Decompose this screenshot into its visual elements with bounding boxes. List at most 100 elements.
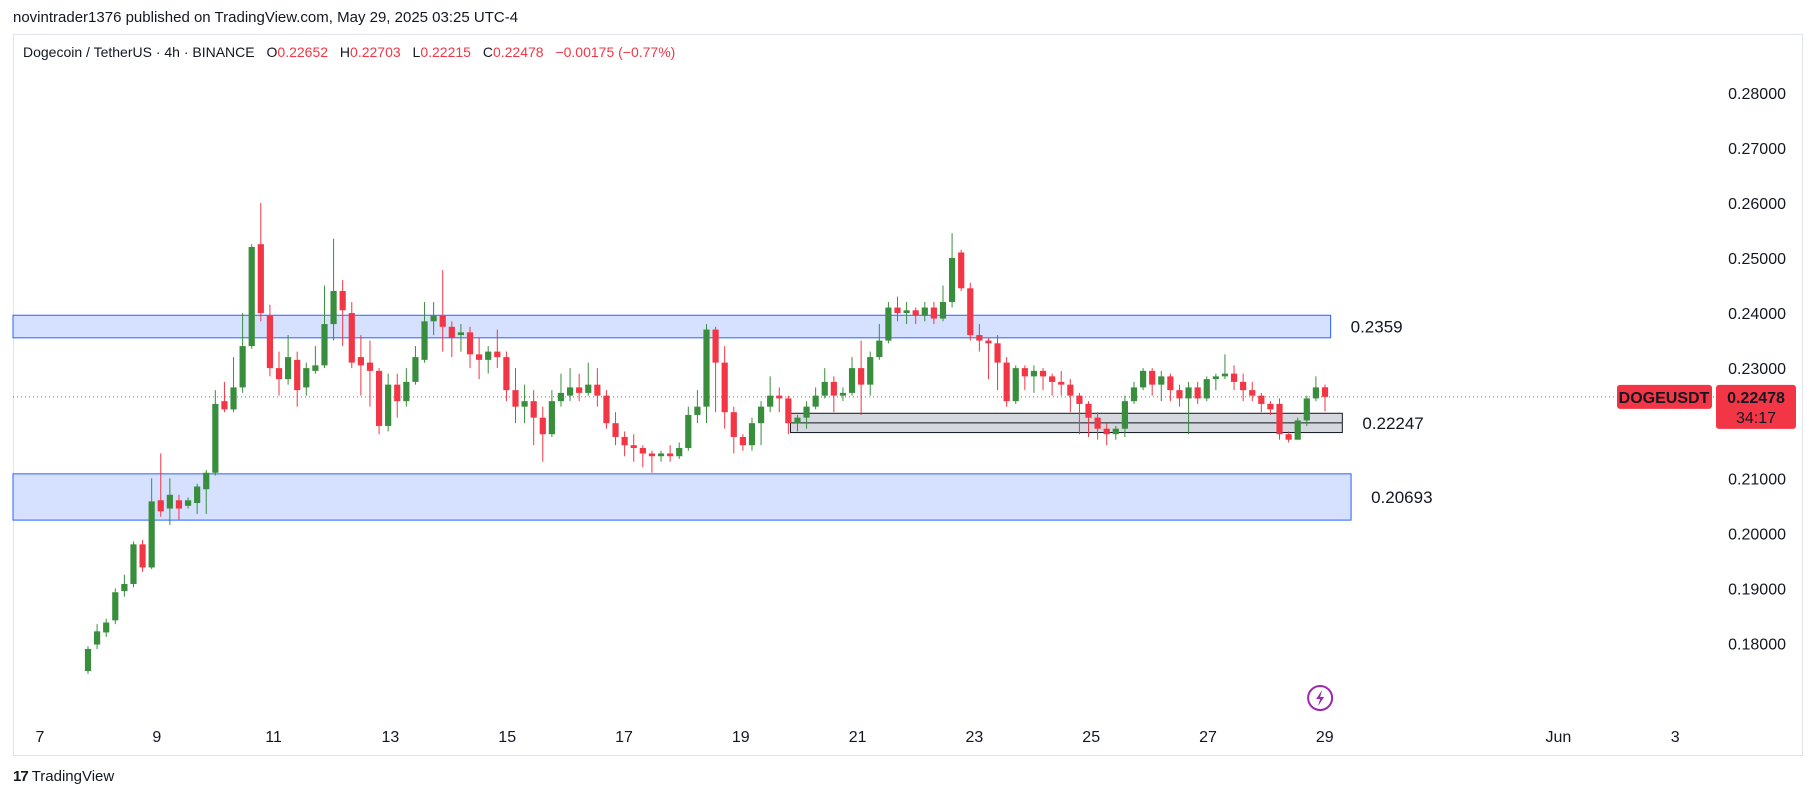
candle-body[interactable] (1030, 370, 1038, 377)
candle-body[interactable] (121, 583, 128, 592)
candle-body[interactable] (494, 351, 501, 358)
candle-body[interactable] (1112, 428, 1119, 435)
candle-body[interactable] (439, 315, 446, 327)
candle-body[interactable] (1049, 376, 1056, 382)
candle-body[interactable] (1139, 370, 1147, 388)
candle-body[interactable] (339, 291, 346, 311)
candle-body[interactable] (1312, 387, 1319, 399)
candle-body[interactable] (139, 544, 146, 568)
candle-body[interactable] (348, 313, 355, 363)
candle-body[interactable] (903, 310, 910, 314)
candle-body[interactable] (385, 384, 392, 426)
candle-body[interactable] (548, 401, 555, 435)
candle-body[interactable] (876, 340, 883, 358)
candle-body[interactable] (958, 252, 965, 289)
zone-box[interactable] (12, 473, 1352, 521)
candle-body[interactable] (748, 423, 756, 446)
candle-body[interactable] (1294, 420, 1301, 440)
candle-body[interactable] (266, 315, 274, 369)
candle-body[interactable] (1076, 395, 1083, 404)
candle-body[interactable] (466, 332, 474, 355)
candle-body[interactable] (294, 359, 301, 391)
candle-body[interactable] (175, 500, 183, 509)
candle-body[interactable] (994, 343, 1001, 363)
candle-body[interactable] (812, 395, 819, 407)
candle-body[interactable] (194, 486, 201, 504)
candle-body[interactable] (1267, 403, 1274, 410)
candle-body[interactable] (921, 307, 928, 316)
candle-body[interactable] (203, 472, 210, 490)
candle-body[interactable] (630, 445, 637, 448)
candle-body[interactable] (1194, 387, 1201, 399)
candle-body[interactable] (1249, 390, 1256, 396)
candle-body[interactable] (594, 384, 601, 396)
candle-body[interactable] (930, 307, 937, 319)
candle-body[interactable] (767, 395, 774, 407)
candle-body[interactable] (184, 500, 192, 506)
candle-body[interactable] (1230, 373, 1238, 382)
candle-body[interactable] (1240, 381, 1247, 391)
candle-body[interactable] (166, 494, 173, 509)
symbol-title[interactable]: Dogecoin / TetherUS · 4h · BINANCE (23, 44, 255, 60)
candle-body[interactable] (757, 406, 765, 424)
candle-body[interactable] (448, 326, 455, 338)
candle-body[interactable] (739, 436, 746, 446)
candle-body[interactable] (1094, 417, 1101, 429)
candle-body[interactable] (1158, 376, 1165, 385)
candle-body[interactable] (476, 354, 483, 360)
candle-body[interactable] (530, 401, 537, 418)
tradingview-brand[interactable]: 17 TradingView (13, 768, 114, 785)
candle-body[interactable] (621, 436, 628, 446)
candle-body[interactable] (1067, 384, 1074, 396)
candle-body[interactable] (1203, 379, 1210, 399)
candle-body[interactable] (503, 357, 510, 391)
candle-body[interactable] (967, 288, 974, 336)
candle-body[interactable] (639, 447, 646, 454)
candle-body[interactable] (667, 453, 674, 457)
candle-body[interactable] (1121, 401, 1128, 429)
candle-body[interactable] (912, 310, 919, 316)
candle-body[interactable] (130, 544, 137, 584)
candle-body[interactable] (1276, 403, 1283, 435)
zone-box[interactable] (12, 314, 1332, 339)
candle-body[interactable] (1012, 368, 1019, 402)
candle-body[interactable] (539, 417, 546, 435)
candle-body[interactable] (357, 357, 364, 366)
candle-body[interactable] (712, 329, 719, 363)
candle-body[interactable] (803, 406, 810, 418)
candle-body[interactable] (830, 381, 837, 396)
candle-body[interactable] (521, 401, 528, 407)
candle-body[interactable] (312, 365, 319, 371)
candle-body[interactable] (703, 329, 710, 407)
candle-body[interactable] (366, 362, 374, 371)
candle-body[interactable] (894, 307, 901, 314)
candle-body[interactable] (457, 332, 465, 336)
candle-body[interactable] (1185, 387, 1192, 399)
candle-body[interactable] (112, 592, 119, 621)
candle-body[interactable] (1221, 373, 1229, 377)
candle-body[interactable] (612, 423, 619, 437)
candle-body[interactable] (1303, 398, 1310, 421)
candle-body[interactable] (576, 387, 583, 393)
candle-body[interactable] (676, 447, 683, 457)
candle-body[interactable] (858, 368, 865, 385)
candle-body[interactable] (248, 246, 255, 347)
candle-body[interactable] (648, 453, 656, 457)
candle-body[interactable] (1103, 428, 1110, 435)
candle-body[interactable] (375, 370, 383, 426)
candle-body[interactable] (794, 417, 801, 424)
candle-body[interactable] (721, 362, 728, 413)
candle-body[interactable] (84, 648, 92, 671)
candle-body[interactable] (485, 351, 492, 360)
candle-body[interactable] (585, 384, 592, 393)
candle-body[interactable] (230, 387, 237, 410)
candle-body[interactable] (867, 357, 874, 385)
candle-body[interactable] (212, 403, 219, 473)
candle-body[interactable] (239, 346, 246, 388)
candle-body[interactable] (566, 387, 574, 396)
candle-body[interactable] (257, 244, 264, 314)
candle-body[interactable] (1149, 370, 1156, 385)
candle-body[interactable] (103, 622, 110, 633)
candle-body[interactable] (421, 321, 428, 360)
